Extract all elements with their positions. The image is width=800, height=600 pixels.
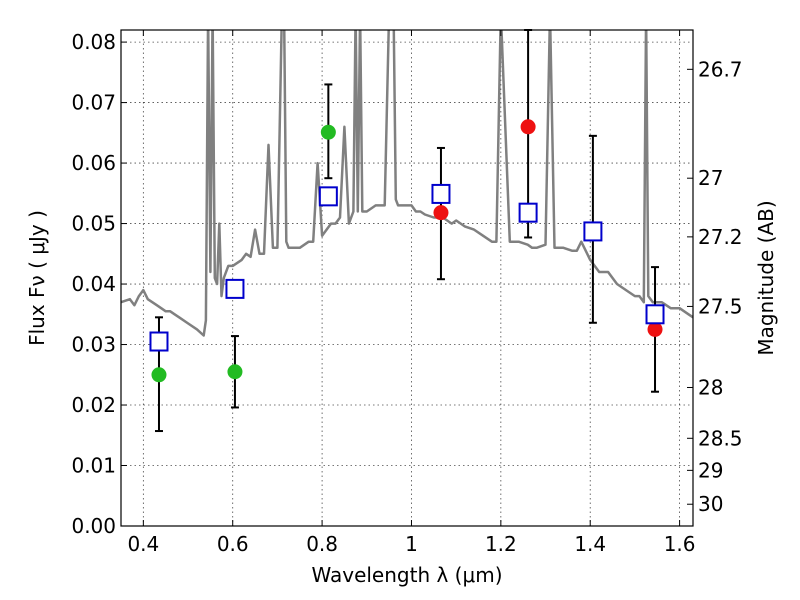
y-tick-label: 0.04 — [71, 272, 116, 296]
y-tick-label: 0.05 — [71, 212, 116, 236]
right-axis-label: Magnitude (AB) — [754, 200, 778, 355]
x-tick-label: 0.4 — [127, 532, 159, 556]
spectrum-line — [121, 30, 693, 337]
y-tick-label: 0.06 — [71, 151, 116, 175]
y-tick-label: 0.01 — [71, 454, 116, 478]
data-point — [320, 124, 336, 140]
right-tick-label: 28 — [698, 375, 723, 399]
x-tick-label: 0.6 — [217, 532, 249, 556]
model-point — [225, 278, 245, 299]
model-point — [518, 202, 538, 223]
y-tick-label: 0.00 — [71, 514, 116, 538]
y-tick-label: 0.03 — [71, 333, 116, 357]
y-axis-label: Flux Fν ( μJy ) — [25, 210, 49, 346]
data-point — [227, 364, 243, 380]
axis-ticks: 0.4 0.6 0.8 1 1.2 1.4 1.6 0.00 0.01 0.02 0.03 0.04 0… — [71, 30, 743, 556]
right-tick-label: 27.2 — [698, 225, 743, 249]
marker-layer — [149, 119, 665, 383]
x-tick-label: 0.8 — [306, 532, 338, 556]
x-tick-label: 1.6 — [664, 532, 696, 556]
spectrum-layer — [121, 30, 693, 337]
x-tick-label: 1.4 — [574, 532, 606, 556]
model-point — [431, 183, 451, 204]
right-tick-label: 26.7 — [698, 57, 743, 81]
data-point — [433, 205, 449, 221]
right-tick-label: 27.5 — [698, 294, 743, 318]
model-point — [318, 186, 338, 207]
right-tick-label: 30 — [698, 492, 723, 516]
y-tick-label: 0.02 — [71, 393, 116, 417]
right-tick-label: 29 — [698, 458, 723, 482]
right-tick-label: 28.5 — [698, 426, 743, 450]
data-point — [151, 367, 167, 383]
plot-frame — [120, 29, 694, 527]
x-axis-label: Wavelength λ (μm) — [311, 563, 502, 587]
x-tick-label: 1 — [405, 532, 418, 556]
x-tick-label: 1.2 — [485, 532, 517, 556]
model-point — [583, 221, 603, 242]
y-tick-label: 0.07 — [71, 91, 116, 115]
data-point — [647, 321, 663, 337]
data-point — [520, 119, 536, 135]
y-tick-label: 0.08 — [71, 30, 116, 54]
right-tick-label: 27 — [698, 166, 723, 190]
model-point — [645, 304, 665, 325]
model-point — [149, 331, 169, 352]
